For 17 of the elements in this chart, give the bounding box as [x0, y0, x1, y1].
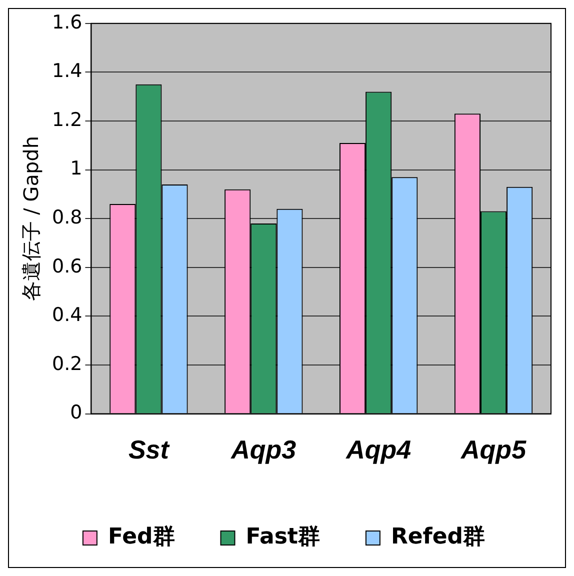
x-tick-label: Sst — [128, 434, 170, 465]
y-tick-label: 0.4 — [52, 304, 82, 326]
x-tick-label: Aqp4 — [345, 434, 412, 465]
y-tick-label: 0 — [70, 402, 82, 424]
y-tick-label: 0.8 — [52, 206, 82, 229]
y-tick-label: 1.6 — [52, 11, 82, 34]
y-tick-label: 1.2 — [52, 108, 82, 131]
legend-label: Refed群 — [390, 524, 486, 550]
y-tick-label: 0.6 — [52, 255, 82, 278]
x-tick-label: Aqp5 — [460, 434, 527, 465]
legend-label: Fast群 — [246, 524, 320, 550]
legend-label: Fed群 — [108, 524, 175, 550]
x-tick-label: Aqp3 — [230, 434, 297, 465]
y-tick-label: 1.4 — [52, 60, 82, 82]
y-tick-label: 0.2 — [52, 352, 82, 375]
y-axis-title: 各遺伝子 / Gapdh — [19, 136, 44, 302]
y-tick-label: 1 — [70, 158, 82, 180]
